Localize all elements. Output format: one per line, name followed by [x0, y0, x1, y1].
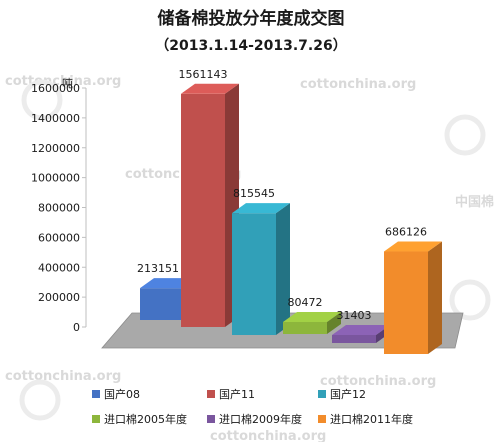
y-axis-unit: 吨	[62, 77, 73, 90]
watermark-circle	[449, 279, 491, 321]
y-tick-label: 1000000	[31, 172, 80, 185]
y-tick-label: 400000	[38, 261, 80, 274]
watermark-circle	[21, 79, 63, 121]
data-label: 686126	[385, 226, 427, 239]
bar-front	[140, 288, 184, 320]
watermark-text: cottonchina.org	[210, 429, 326, 442]
bar-side	[327, 311, 341, 334]
watermark-text: cottonchina.org	[5, 369, 121, 384]
legend-label: 国产11	[219, 387, 255, 401]
legend-label: 进口棉2005年度	[104, 412, 187, 426]
legend-swatch	[92, 415, 100, 423]
data-label: 31403	[337, 309, 372, 322]
y-tick-label: 1200000	[31, 142, 80, 155]
axes: 0 200000 400000 600000 800000 1000000 1200000 1…	[31, 77, 87, 334]
watermark-layer: cottonchina.org cottonchina.org cottonchin…	[5, 74, 494, 442]
legend-swatch	[318, 390, 326, 398]
data-label: 213151	[137, 262, 179, 275]
legend-swatch	[207, 415, 215, 423]
bars	[140, 83, 442, 354]
bar-front	[181, 93, 225, 328]
legend-label: 国产12	[330, 387, 366, 401]
bar-front	[232, 213, 276, 335]
legend-swatch	[207, 390, 215, 398]
watermark-circle	[444, 114, 486, 156]
watermark-text-cn: 中国棉	[455, 194, 494, 210]
y-tick-label: 600000	[38, 231, 80, 244]
data-label: 815545	[233, 187, 275, 200]
chart-subtitle: （2013.1.14-2013.7.26）	[155, 38, 346, 54]
y-tick-label: 800000	[38, 202, 80, 215]
y-tick-label: 200000	[38, 291, 80, 304]
bar-front	[283, 321, 327, 334]
legend-label: 国产08	[104, 387, 140, 401]
bar-top	[283, 311, 341, 322]
y-tick-label: 1600000	[31, 82, 80, 95]
bar-top	[384, 241, 442, 252]
bar-side	[428, 241, 442, 354]
bar-front	[384, 251, 428, 354]
legend-swatch	[318, 415, 326, 423]
data-label: 80472	[288, 296, 323, 309]
legend-swatch	[92, 390, 100, 398]
bar-top	[181, 83, 239, 94]
bar-top	[232, 203, 290, 214]
y-tick-label: 1400000	[31, 112, 80, 125]
watermark-text: cottonchina.org	[320, 374, 436, 389]
y-tick-label: 0	[73, 321, 80, 334]
bar-front	[332, 335, 376, 343]
legend: 国产08 国产11 国产12 进口棉2005年度 进口棉2009年度 进口棉2011年度	[92, 387, 413, 426]
legend-label: 进口棉2009年度	[219, 412, 302, 426]
bar-top	[332, 325, 390, 335]
bar-side	[276, 203, 290, 335]
watermark-text: cottonchina.org	[300, 77, 416, 92]
chart-title: 储备棉投放分年度成交图	[158, 8, 345, 29]
data-label: 1561143	[179, 68, 228, 81]
watermark-circle	[19, 379, 61, 421]
data-labels: 213151 1561143 815545 80472 31403 686126	[137, 68, 427, 322]
legend-label: 进口棉2011年度	[330, 412, 413, 426]
